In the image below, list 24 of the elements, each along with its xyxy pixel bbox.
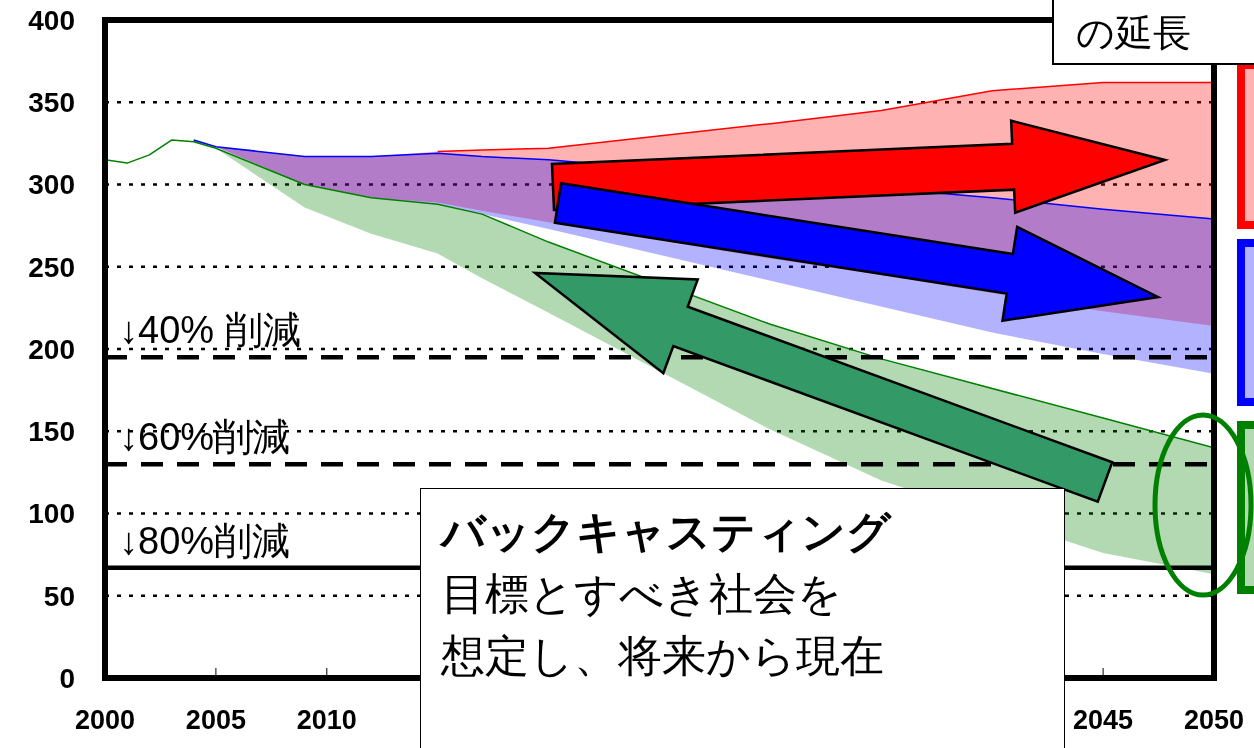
x-tick-label: 2045 [1073, 705, 1134, 736]
y-tick-label: 100 [28, 498, 75, 530]
line-series [436, 81, 1214, 153]
y-tick-label: 250 [28, 251, 75, 283]
ref-line-label: ↓60%削減 [119, 416, 291, 459]
y-tick-label: 350 [28, 87, 75, 119]
y-tick-label: 400 [28, 4, 75, 36]
x-tick-label: 2000 [74, 705, 136, 736]
y-tick-label: 150 [28, 416, 75, 448]
x-tick-label: 2005 [185, 705, 246, 736]
y-tick-label: 50 [43, 580, 75, 612]
annotation: の延長 [1076, 12, 1191, 54]
annotation: 想定し、将来から現在 [441, 630, 885, 682]
x-tick-label: 2010 [296, 705, 357, 736]
annotation: バックキャスティング [441, 506, 893, 558]
callout-box: バックキャスティング 目標とすべき社会を 想定し、将来から現在 [420, 488, 1065, 748]
ref-line-label: ↓40% 削減 [119, 309, 301, 352]
x-tick-label: 2050 [1183, 705, 1245, 736]
annotation: 目標とすべき社会を [441, 568, 843, 620]
callout-box: の延長 [1052, 0, 1254, 65]
y-tick-label: 200 [28, 333, 75, 365]
y-tick-label: 0 [59, 662, 75, 694]
ref-line-label: ↓80%削減 [119, 519, 291, 562]
y-tick-label: 300 [28, 169, 75, 201]
